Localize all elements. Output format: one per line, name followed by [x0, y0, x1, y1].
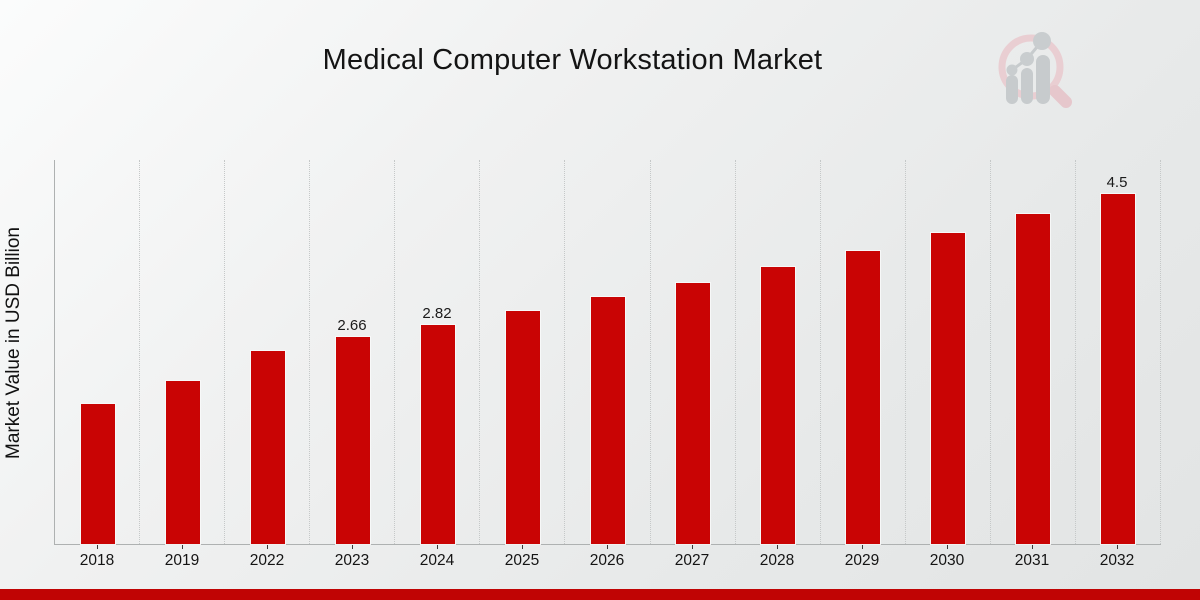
- x-axis-tick: [522, 545, 523, 549]
- gridline: [394, 160, 396, 544]
- gridline: [649, 160, 651, 544]
- plot-area: [54, 160, 1161, 545]
- x-axis-tick: [267, 545, 268, 549]
- gridline: [734, 160, 736, 544]
- bar-2031: [1015, 213, 1051, 545]
- x-tick-label-2029: 2029: [844, 552, 880, 569]
- x-axis-tick: [947, 545, 948, 549]
- x-axis-tick: [862, 545, 863, 549]
- x-tick-label-2022: 2022: [249, 552, 285, 569]
- bar-2029: [845, 250, 881, 545]
- gridline: [819, 160, 821, 544]
- magnifier-bar-chart-logo-icon: [998, 32, 1072, 108]
- gridline: [1074, 160, 1076, 544]
- x-tick-label-2019: 2019: [164, 552, 200, 569]
- x-axis-tick: [1032, 545, 1033, 549]
- gridline: [224, 160, 226, 544]
- x-axis-tick: [777, 545, 778, 549]
- x-tick-label-2026: 2026: [589, 552, 625, 569]
- x-axis-tick: [97, 545, 98, 549]
- x-tick-label-2031: 2031: [1014, 552, 1050, 569]
- bar-2027: [675, 282, 711, 545]
- x-axis-tick: [437, 545, 438, 549]
- x-axis-tick: [182, 545, 183, 549]
- bar-2023: [335, 336, 371, 545]
- x-tick-label-2028: 2028: [759, 552, 795, 569]
- x-axis-tick: [1117, 545, 1118, 549]
- gridline: [904, 160, 906, 544]
- bar-2018: [80, 403, 116, 545]
- y-axis-label: Market Value in USD Billion: [3, 227, 24, 459]
- x-tick-label-2018: 2018: [79, 552, 115, 569]
- x-tick-label-2025: 2025: [504, 552, 540, 569]
- bar-2028: [760, 266, 796, 545]
- gridline: [1160, 160, 1161, 544]
- x-tick-label-2027: 2027: [674, 552, 710, 569]
- bar-2019: [165, 380, 201, 545]
- gridline: [139, 160, 141, 544]
- x-axis-tick: [607, 545, 608, 549]
- bar-2030: [930, 232, 966, 545]
- x-tick-label-2030: 2030: [929, 552, 965, 569]
- bar-value-label-2023: 2.66: [337, 317, 367, 334]
- gridline: [479, 160, 481, 544]
- gridline: [989, 160, 991, 544]
- x-axis-tick: [352, 545, 353, 549]
- x-tick-label-2023: 2023: [334, 552, 370, 569]
- bar-value-label-2024: 2.82: [422, 305, 452, 322]
- bar-2025: [505, 310, 541, 545]
- gridline: [564, 160, 566, 544]
- chart-title: Medical Computer Workstation Market: [322, 44, 823, 76]
- bottom-red-stripe: [0, 589, 1200, 600]
- bar-2024: [420, 324, 456, 545]
- bar-value-label-2032: 4.5: [1106, 174, 1128, 191]
- bar-2032: [1100, 193, 1136, 545]
- bar-2026: [590, 296, 626, 545]
- gridline: [309, 160, 311, 544]
- x-tick-label-2024: 2024: [419, 552, 455, 569]
- x-axis-tick: [692, 545, 693, 549]
- bar-2022: [250, 350, 286, 545]
- x-tick-label-2032: 2032: [1099, 552, 1135, 569]
